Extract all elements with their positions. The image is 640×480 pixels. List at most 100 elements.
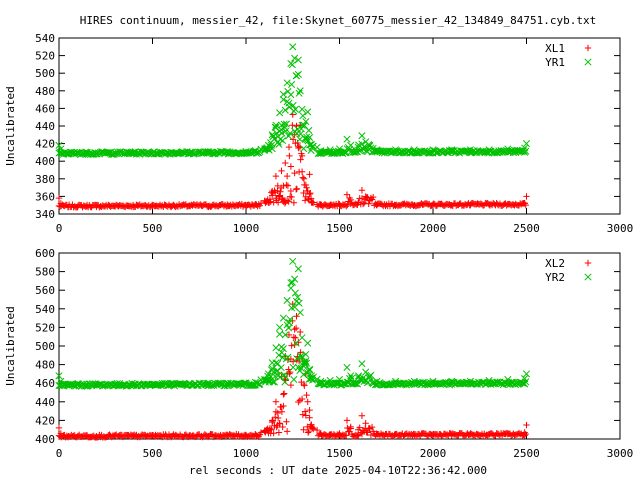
data-point <box>344 201 351 209</box>
data-point <box>284 353 292 361</box>
data-point <box>272 172 280 180</box>
data-point <box>367 431 375 439</box>
data-point <box>205 148 213 156</box>
data-point <box>296 308 304 317</box>
y-tick-label: 420 <box>35 138 55 151</box>
data-point <box>335 145 344 153</box>
data-point <box>291 54 299 62</box>
x-tick-label: 2000 <box>420 447 447 460</box>
legend-label: XL2 <box>545 257 565 270</box>
data-point <box>289 101 297 110</box>
data-point <box>301 360 309 368</box>
data-point <box>369 193 377 201</box>
data-point <box>298 353 306 361</box>
data-point <box>441 379 449 387</box>
data-point <box>277 364 285 372</box>
data-point <box>224 432 231 439</box>
data-point <box>358 187 366 194</box>
data-point <box>298 395 306 403</box>
data-point <box>343 363 351 371</box>
series-yr1 <box>55 43 531 159</box>
data-point <box>279 353 287 361</box>
data-point <box>242 202 250 209</box>
data-point <box>268 418 276 426</box>
data-point <box>362 368 370 376</box>
legend-marker <box>584 44 592 52</box>
data-point <box>289 257 297 265</box>
legend-marker <box>584 259 592 267</box>
data-point <box>306 414 313 421</box>
data-point <box>290 334 298 341</box>
data-point <box>270 430 277 437</box>
data-point <box>279 90 287 98</box>
data-point <box>287 91 295 99</box>
data-point <box>148 380 157 388</box>
data-point <box>92 381 100 389</box>
data-point <box>365 200 372 207</box>
data-point <box>303 391 310 399</box>
data-point <box>285 331 293 339</box>
data-point <box>310 425 317 433</box>
data-point <box>205 379 213 387</box>
data-point <box>284 182 292 189</box>
data-point <box>343 417 351 424</box>
data-point <box>298 378 305 386</box>
data-point <box>279 423 286 431</box>
data-point <box>287 187 295 195</box>
data-point <box>304 195 312 203</box>
data-point <box>467 431 474 438</box>
data-point <box>286 370 293 377</box>
data-point <box>373 146 381 154</box>
data-point <box>288 80 296 89</box>
data-point <box>93 203 100 211</box>
data-point <box>304 108 312 116</box>
data-point <box>276 420 283 427</box>
data-point <box>275 429 283 436</box>
data-point <box>288 61 296 69</box>
data-point <box>300 175 308 182</box>
data-point <box>303 133 311 141</box>
data-point <box>448 431 455 438</box>
data-point <box>298 105 306 113</box>
data-point <box>272 344 280 352</box>
y-tick-label: 380 <box>35 173 55 186</box>
data-point <box>359 200 367 208</box>
data-point <box>336 430 343 437</box>
data-point <box>111 380 119 388</box>
data-point <box>358 412 366 419</box>
y-tick-label: 540 <box>35 32 55 45</box>
data-point <box>306 190 313 198</box>
series-yr2 <box>55 257 531 390</box>
data-point <box>343 203 350 210</box>
data-point <box>276 109 284 117</box>
y-axis-label: Uncalibrated <box>4 306 17 385</box>
data-point <box>358 195 366 202</box>
data-point <box>309 142 317 150</box>
data-point <box>83 380 91 388</box>
data-point <box>148 149 157 157</box>
data-point <box>292 339 300 347</box>
y-tick-label: 400 <box>35 433 55 446</box>
data-point <box>307 189 314 197</box>
data-point <box>268 145 276 153</box>
data-point <box>57 200 65 207</box>
data-point <box>74 381 82 389</box>
y-tick-label: 580 <box>35 266 55 279</box>
data-point <box>74 203 81 211</box>
data-point <box>291 275 299 283</box>
data-point <box>291 105 299 113</box>
data-point <box>224 202 231 210</box>
legend-label: YR2 <box>545 271 565 284</box>
data-point <box>223 147 231 156</box>
data-point <box>306 171 313 178</box>
data-point <box>347 372 355 380</box>
data-point <box>272 408 280 415</box>
data-point <box>270 378 278 386</box>
data-point <box>64 149 72 157</box>
data-point <box>294 139 301 147</box>
x-tick-label: 1500 <box>326 447 353 460</box>
data-point <box>310 199 317 206</box>
y-axis-label: Uncalibrated <box>4 86 17 165</box>
data-point <box>103 149 111 157</box>
y-tick-label: 500 <box>35 67 55 80</box>
